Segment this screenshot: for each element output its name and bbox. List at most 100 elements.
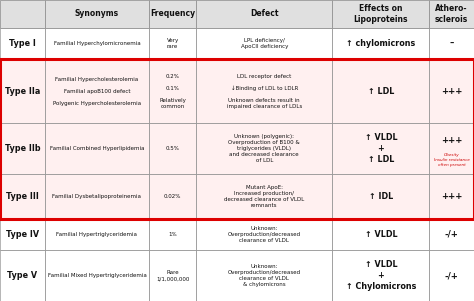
Bar [45,219,149,250]
Bar [429,123,474,174]
Text: Type V: Type V [7,271,37,280]
Text: 1%: 1% [168,232,177,237]
Text: Obesity
Insulin resistance
often present: Obesity Insulin resistance often present [434,154,470,167]
Bar [332,250,429,301]
Text: Type I: Type I [9,39,36,48]
Bar [332,28,429,59]
Bar [429,219,474,250]
Bar [332,123,429,174]
Bar [196,0,332,28]
Bar [0,174,45,219]
Bar [0,250,45,301]
Bar [196,0,332,28]
Text: Rare
1/1,000,000: Rare 1/1,000,000 [156,270,189,281]
Bar [0,59,45,123]
Bar [196,174,332,219]
Text: Type IV: Type IV [6,230,39,239]
Bar [332,250,429,301]
Bar [0,219,45,250]
Bar [429,28,474,59]
Bar [429,174,474,219]
Bar [196,28,332,59]
Bar [196,123,332,174]
Bar [196,219,332,250]
Bar [149,219,196,250]
Bar [196,123,332,174]
Bar [429,174,474,219]
Text: +++: +++ [441,192,462,201]
Text: Familial Hypercholesterolemia

Familial apoB100 defect

Polygenic Hypercholester: Familial Hypercholesterolemia Familial a… [53,77,141,106]
Bar [0,28,45,59]
Bar [149,123,196,174]
Bar [45,123,149,174]
Bar [149,174,196,219]
Text: Familial Hyperchylomicronemia: Familial Hyperchylomicronemia [54,41,140,46]
Text: Synonyms: Synonyms [75,9,119,18]
Bar [429,123,474,174]
Text: ↑ IDL: ↑ IDL [369,192,393,201]
Bar [0,0,45,28]
Text: Very
rare: Very rare [166,38,179,49]
Text: Familial Dysbetalipoproteinemia: Familial Dysbetalipoproteinemia [53,194,142,199]
Bar [0,123,45,174]
Bar [0,250,45,301]
Bar [149,250,196,301]
Bar [149,123,196,174]
Bar [332,59,429,123]
Bar [0,59,45,123]
Bar [149,28,196,59]
Text: 0.2%

0.1%

Relatively
common: 0.2% 0.1% Relatively common [159,74,186,109]
Text: Familial Combined Hyperlipidemia: Familial Combined Hyperlipidemia [50,146,144,151]
Bar [196,28,332,59]
Bar [429,250,474,301]
Bar [149,174,196,219]
Bar [196,59,332,123]
Bar [332,59,429,123]
Bar [45,59,149,123]
Bar [429,0,474,28]
Bar [149,59,196,123]
Text: Type III: Type III [6,192,39,201]
Text: Type IIa: Type IIa [5,87,40,96]
Bar [332,219,429,250]
Bar [332,219,429,250]
Bar [149,250,196,301]
Bar [332,0,429,28]
Text: Unknown (polygenic):
Overproduction of B100 &
triglycerides (VLDL)
and decreased: Unknown (polygenic): Overproduction of B… [228,134,300,163]
Bar [45,0,149,28]
Bar [45,219,149,250]
Text: +++: +++ [441,136,462,145]
Text: Type IIb: Type IIb [5,144,40,153]
Text: ↑ LDL: ↑ LDL [368,87,394,96]
Text: Unknown:
Overproduction/decreased
clearance of VLDL: Unknown: Overproduction/decreased cleara… [228,226,301,243]
Bar [149,59,196,123]
Bar [196,250,332,301]
Text: -/+: -/+ [445,230,458,239]
Bar [429,59,474,123]
Bar [0,219,45,250]
Bar [196,219,332,250]
Text: LPL deficiency/
ApoCII deficiency: LPL deficiency/ ApoCII deficiency [240,38,288,49]
Bar [332,174,429,219]
Bar [45,123,149,174]
Text: Defect: Defect [250,9,279,18]
Text: ↑ chylomicrons: ↑ chylomicrons [346,39,415,48]
Text: 0.5%: 0.5% [165,146,180,151]
Bar [0,0,45,28]
Bar [196,174,332,219]
Text: Familial Mixed Hypertriglyceridemia: Familial Mixed Hypertriglyceridemia [47,273,146,278]
Text: Familial Hypertriglyceridemia: Familial Hypertriglyceridemia [56,232,137,237]
Text: Unknown:
Overproduction/decreased
clearance of VLDL
& chylomicrons: Unknown: Overproduction/decreased cleara… [228,264,301,287]
Bar [332,0,429,28]
Text: Frequency: Frequency [150,9,195,18]
Bar [45,250,149,301]
Bar [332,123,429,174]
Bar [0,28,45,59]
Bar [45,250,149,301]
Text: ↑ VLDL
+
↑ LDL: ↑ VLDL + ↑ LDL [365,133,397,164]
Bar [429,0,474,28]
Text: LDL receptor defect

↓Binding of LDL to LDLR

Unknown defects result in
impaired: LDL receptor defect ↓Binding of LDL to L… [227,73,302,109]
Bar [149,0,196,28]
Bar [149,0,196,28]
Text: Athero-
sclerois: Athero- sclerois [435,4,468,24]
